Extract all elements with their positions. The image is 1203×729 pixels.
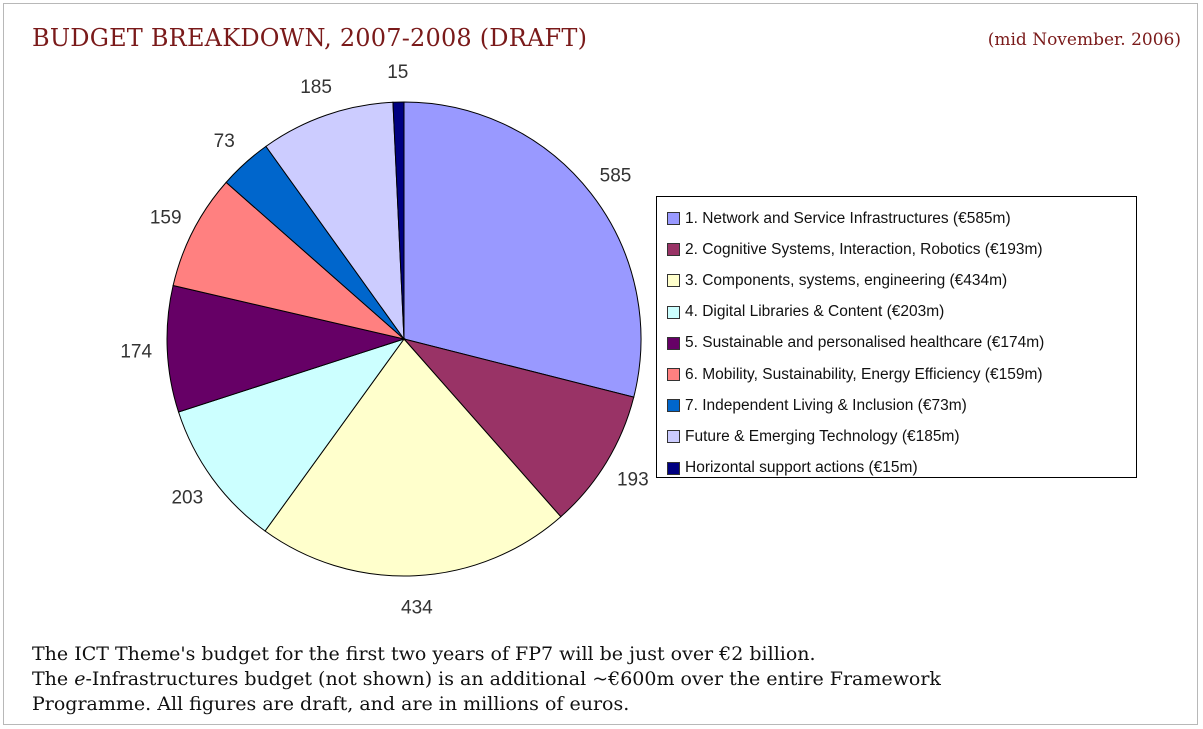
legend-swatch [667,212,680,226]
pie-slice-1 [403,101,642,398]
legend-entry-4: 4. Digital Libraries & Content (€203m) [667,297,1136,328]
legend-label: 7. Independent Living & Inclusion (€73m) [685,396,967,414]
slice-value-label-9: 15 [387,62,408,83]
legend-entry-5: 5. Sustainable and personalised healthca… [667,328,1136,359]
legend-entry-2: 2. Cognitive Systems, Interaction, Robot… [667,234,1136,265]
legend-label: 3. Components, systems, engineering (€43… [685,271,1008,289]
legend-swatch [667,399,680,413]
legend-entry-9: Horizontal support actions (€15m) [667,453,1136,484]
legend-swatch [667,430,680,444]
legend-swatch [667,305,680,319]
pie-slice-2 [402,338,635,518]
legend-entry-8: Future & Emerging Technology (€185m) [667,421,1136,452]
pie-value-labels: 585 193 434 203 174 159 73 185 15 [120,62,648,619]
pie-slice-5 [166,284,406,413]
legend-entry-1: 1. Network and Service Infrastructures (… [667,203,1136,234]
legend-swatch [667,274,680,288]
legend-label: Horizontal support actions (€15m) [685,459,918,477]
slice-value-label-6: 159 [150,208,182,229]
legend-swatch [667,336,680,350]
pie-slice-9 [392,101,405,340]
legend-label: 6. Mobility, Sustainability, Energy Effi… [685,365,1043,383]
footer-line-2-suffix: -Infrastructures budget (not shown) is a… [85,668,941,690]
legend-swatch [667,368,680,382]
slice-value-label-3: 434 [401,598,433,619]
slice-value-label-7: 73 [214,131,235,152]
chart-legend: 1. Network and Service Infrastructures (… [656,196,1137,478]
chart-title: BUDGET BREAKDOWN, 2007-2008 (DRAFT) [32,24,588,52]
legend-swatch [667,461,680,475]
slice-value-label-5: 174 [120,342,152,363]
legend-label: 1. Network and Service Infrastructures (… [685,209,1011,227]
footer-line-2: The e-Infrastructures budget (not shown)… [32,667,1182,692]
footer-line-2-prefix: The [32,668,75,690]
date-note: (mid November. 2006) [987,30,1181,50]
slice-value-label-1: 585 [600,165,632,186]
legend-entry-3: 3. Components, systems, engineering (€43… [667,265,1136,296]
legend-label: Future & Emerging Technology (€185m) [685,427,960,445]
footer-line-1: The ICT Theme's budget for the first two… [32,643,816,665]
slice-value-label-4: 203 [171,488,203,509]
legend-entry-7: 7. Independent Living & Inclusion (€73m) [667,390,1136,421]
footer-notes: The ICT Theme's budget for the first two… [32,642,1182,717]
legend-label: 2. Cognitive Systems, Interaction, Robot… [685,240,1043,258]
slice-value-label-8: 185 [300,77,332,98]
legend-label: 5. Sustainable and personalised healthca… [685,334,1045,352]
pie-slice-4 [177,338,406,532]
footer-line-3: Programme. All figures are draft, and ar… [32,693,630,715]
pie-slice-8 [265,101,405,341]
legend-entry-6: 6. Mobility, Sustainability, Energy Effi… [667,359,1136,390]
legend-swatch [667,243,680,257]
pie-slices [166,101,642,577]
pie-slice-6 [172,181,405,340]
slice-value-label-2: 193 [617,470,649,491]
pie-slice-3 [264,338,562,577]
footer-line-2-italic: e [74,668,86,690]
legend-label: 4. Digital Libraries & Content (€203m) [685,303,945,321]
